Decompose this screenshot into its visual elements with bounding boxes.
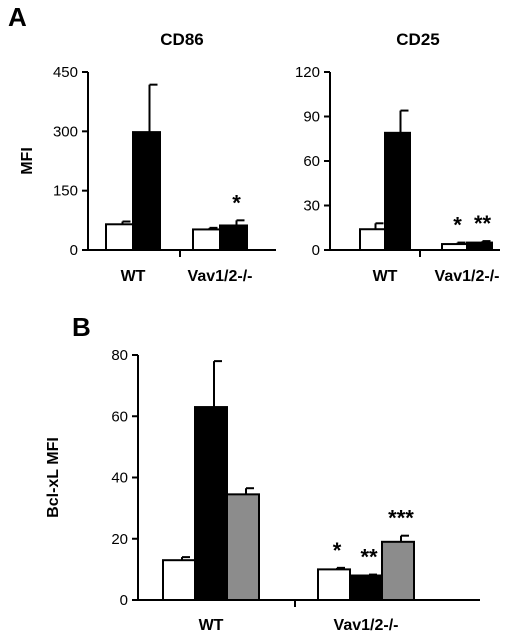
cd25-significance-label: * xyxy=(453,213,462,238)
cd25-bar xyxy=(466,241,493,251)
cd86-y-tick-label: 300 xyxy=(53,123,78,140)
cd86-bar xyxy=(192,228,221,251)
bclxl-y-tick-label: 80 xyxy=(111,347,128,364)
bclxl-bar xyxy=(349,574,383,601)
cd86-category-label: WT xyxy=(121,268,146,285)
cd25-significance-label: ** xyxy=(474,211,492,236)
bclxl-y-tick-label: 40 xyxy=(111,470,128,487)
bclxl-bar xyxy=(381,540,415,601)
cd25-y-tick-label: 120 xyxy=(295,64,320,81)
bclxl-bar xyxy=(162,559,196,601)
cd25-y-tick-label: 30 xyxy=(303,198,320,215)
bclxl-y-axis-label: Bcl-xL MFI xyxy=(45,437,62,518)
bclxl-bar xyxy=(194,406,228,601)
bclxl-y-tick-label: 20 xyxy=(111,531,128,548)
cd25-bar xyxy=(441,243,468,251)
bclxl-y-tick-label: 60 xyxy=(111,408,128,425)
cd86-y-tick-label: 0 xyxy=(70,242,78,259)
cd86-y-axis-label: MFI xyxy=(19,147,36,175)
bclxl-y-tick-label: 0 xyxy=(120,592,128,609)
cd86-significance-label: * xyxy=(232,190,241,215)
cd86-bar xyxy=(219,224,248,251)
bclxl-significance-label: ** xyxy=(360,545,378,570)
cd25-y-tick-label: 0 xyxy=(312,242,320,259)
cd25-category-label: Vav1/2-/- xyxy=(435,268,500,285)
cd86-bar xyxy=(132,131,161,252)
cd86-y-tick-label: 150 xyxy=(53,183,78,200)
cd25-category-label: WT xyxy=(373,268,398,285)
bclxl-category-label: WT xyxy=(199,617,224,634)
cd25-y-tick-label: 60 xyxy=(303,153,320,170)
cd86-title: CD86 xyxy=(160,30,203,49)
bclxl-significance-label: * xyxy=(333,538,342,563)
cd25-bar xyxy=(384,131,411,251)
bclxl-category-label: Vav1/2-/- xyxy=(334,617,399,634)
cd25-title: CD25 xyxy=(396,30,439,49)
cd25-y-tick-label: 90 xyxy=(303,109,320,126)
cd86-category-label: Vav1/2-/- xyxy=(188,268,253,285)
bclxl-bar xyxy=(317,568,351,601)
panel-label-b: B xyxy=(72,312,91,342)
panel-label-a: A xyxy=(8,2,27,32)
bclxl-significance-label: *** xyxy=(388,506,414,531)
bclxl-bar xyxy=(226,493,260,601)
cd86-bar xyxy=(105,223,134,252)
cd25-bar xyxy=(359,228,386,252)
cd86-y-tick-label: 450 xyxy=(53,64,78,81)
chart-cd86: CD86 MFI 0 150 300 450 WT Vav1/2-/- * xyxy=(19,30,276,285)
